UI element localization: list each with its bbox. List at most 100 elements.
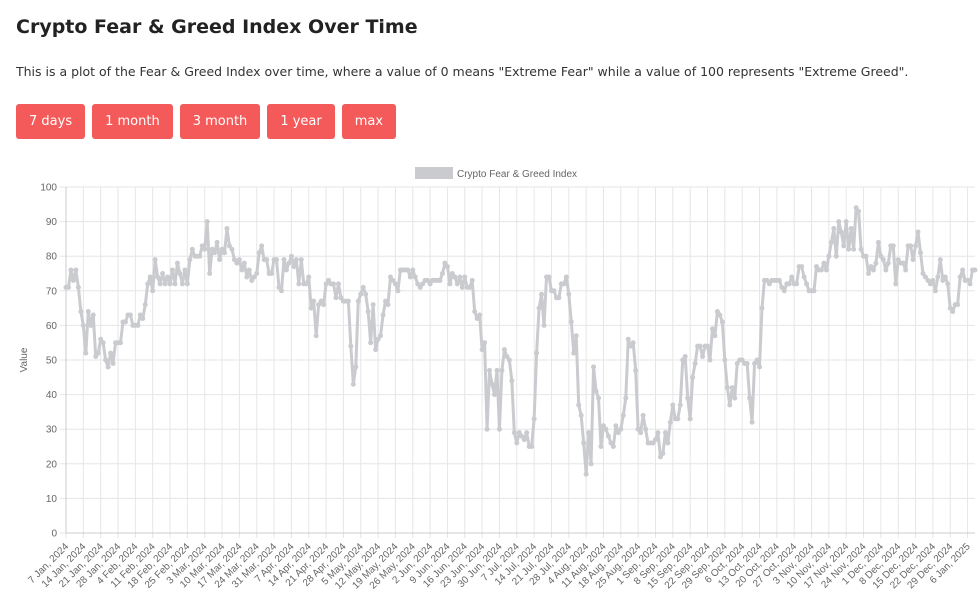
- point: [405, 267, 411, 273]
- point: [630, 340, 636, 346]
- point: [224, 226, 230, 232]
- point: [633, 367, 639, 373]
- point: [804, 281, 810, 287]
- point: [865, 271, 871, 276]
- point: [714, 309, 720, 315]
- point: [430, 277, 436, 283]
- point: [83, 350, 89, 356]
- point: [256, 250, 262, 256]
- point: [318, 298, 324, 304]
- point: [395, 288, 401, 294]
- point: [635, 426, 641, 432]
- point: [823, 267, 829, 273]
- point: [212, 250, 218, 256]
- point: [566, 291, 572, 297]
- point: [524, 430, 530, 436]
- x-tick-label: 6 Oct, 2024: [703, 541, 748, 586]
- point: [586, 430, 592, 436]
- x-tick-label: 4 Feb, 2024: [95, 541, 141, 587]
- point: [786, 281, 792, 287]
- point: [821, 260, 827, 266]
- point: [883, 267, 889, 273]
- point: [833, 253, 839, 259]
- point: [841, 243, 847, 249]
- point: [145, 281, 151, 287]
- x-tick-label: 22 Sep, 2024: [663, 541, 713, 591]
- point: [702, 343, 708, 349]
- point: [645, 440, 651, 446]
- point: [680, 357, 686, 363]
- point: [648, 440, 654, 446]
- point: [452, 274, 458, 280]
- point: [482, 340, 488, 346]
- point: [615, 430, 621, 436]
- point: [613, 423, 619, 429]
- point: [754, 357, 760, 363]
- range-button[interactable]: 1 month: [92, 104, 173, 139]
- point: [935, 274, 941, 280]
- point: [870, 267, 876, 273]
- point: [828, 239, 834, 245]
- point: [605, 433, 611, 439]
- point: [274, 257, 280, 263]
- point: [108, 350, 114, 356]
- x-tick-label: 6 Jan, 2025: [928, 541, 973, 586]
- point: [162, 281, 168, 287]
- point: [799, 264, 805, 270]
- point: [484, 426, 490, 432]
- point: [625, 336, 631, 342]
- point: [432, 277, 438, 283]
- point: [177, 271, 183, 276]
- point: [950, 309, 956, 315]
- point: [278, 288, 284, 294]
- line: [66, 206, 975, 476]
- x-tick-label: 16 Jun, 2024: [421, 541, 470, 590]
- point: [519, 433, 525, 439]
- point: [511, 430, 517, 436]
- point: [544, 274, 550, 280]
- point: [880, 257, 886, 263]
- range-button[interactable]: 7 days: [16, 104, 86, 139]
- point: [922, 274, 928, 280]
- point: [534, 350, 540, 356]
- x-tick-label: 20 Oct, 2024: [734, 541, 783, 590]
- point: [942, 274, 948, 280]
- point: [628, 343, 634, 349]
- point: [449, 271, 455, 276]
- point: [705, 343, 711, 349]
- point: [920, 271, 926, 276]
- x-tick-label: 14 Apr, 2024: [266, 541, 314, 589]
- point: [447, 281, 453, 287]
- point: [68, 267, 74, 273]
- point: [670, 402, 676, 408]
- x-tick-label: 17 Nov, 2024: [802, 541, 852, 591]
- point: [576, 402, 582, 408]
- x-tick-label: 10 Nov, 2024: [785, 541, 835, 591]
- x-tick-label: 11 Aug, 2024: [560, 541, 609, 590]
- point: [932, 288, 938, 294]
- range-button[interactable]: max: [341, 104, 397, 139]
- point: [184, 281, 190, 287]
- range-button[interactable]: 3 month: [179, 104, 261, 139]
- point: [311, 298, 317, 304]
- point: [231, 257, 237, 263]
- point: [435, 277, 441, 283]
- point: [402, 267, 408, 273]
- point: [724, 385, 730, 391]
- point: [375, 336, 381, 342]
- point: [853, 205, 859, 211]
- range-button[interactable]: 1 year: [267, 104, 335, 139]
- point: [836, 219, 842, 225]
- point: [930, 277, 936, 283]
- point: [78, 309, 84, 315]
- point: [960, 267, 966, 273]
- point: [947, 305, 953, 311]
- point: [526, 444, 532, 449]
- point: [355, 298, 361, 304]
- point: [856, 208, 862, 214]
- point: [806, 288, 812, 294]
- x-tick-label: 5 May, 2024: [320, 541, 366, 587]
- point: [539, 291, 545, 297]
- point: [509, 378, 515, 384]
